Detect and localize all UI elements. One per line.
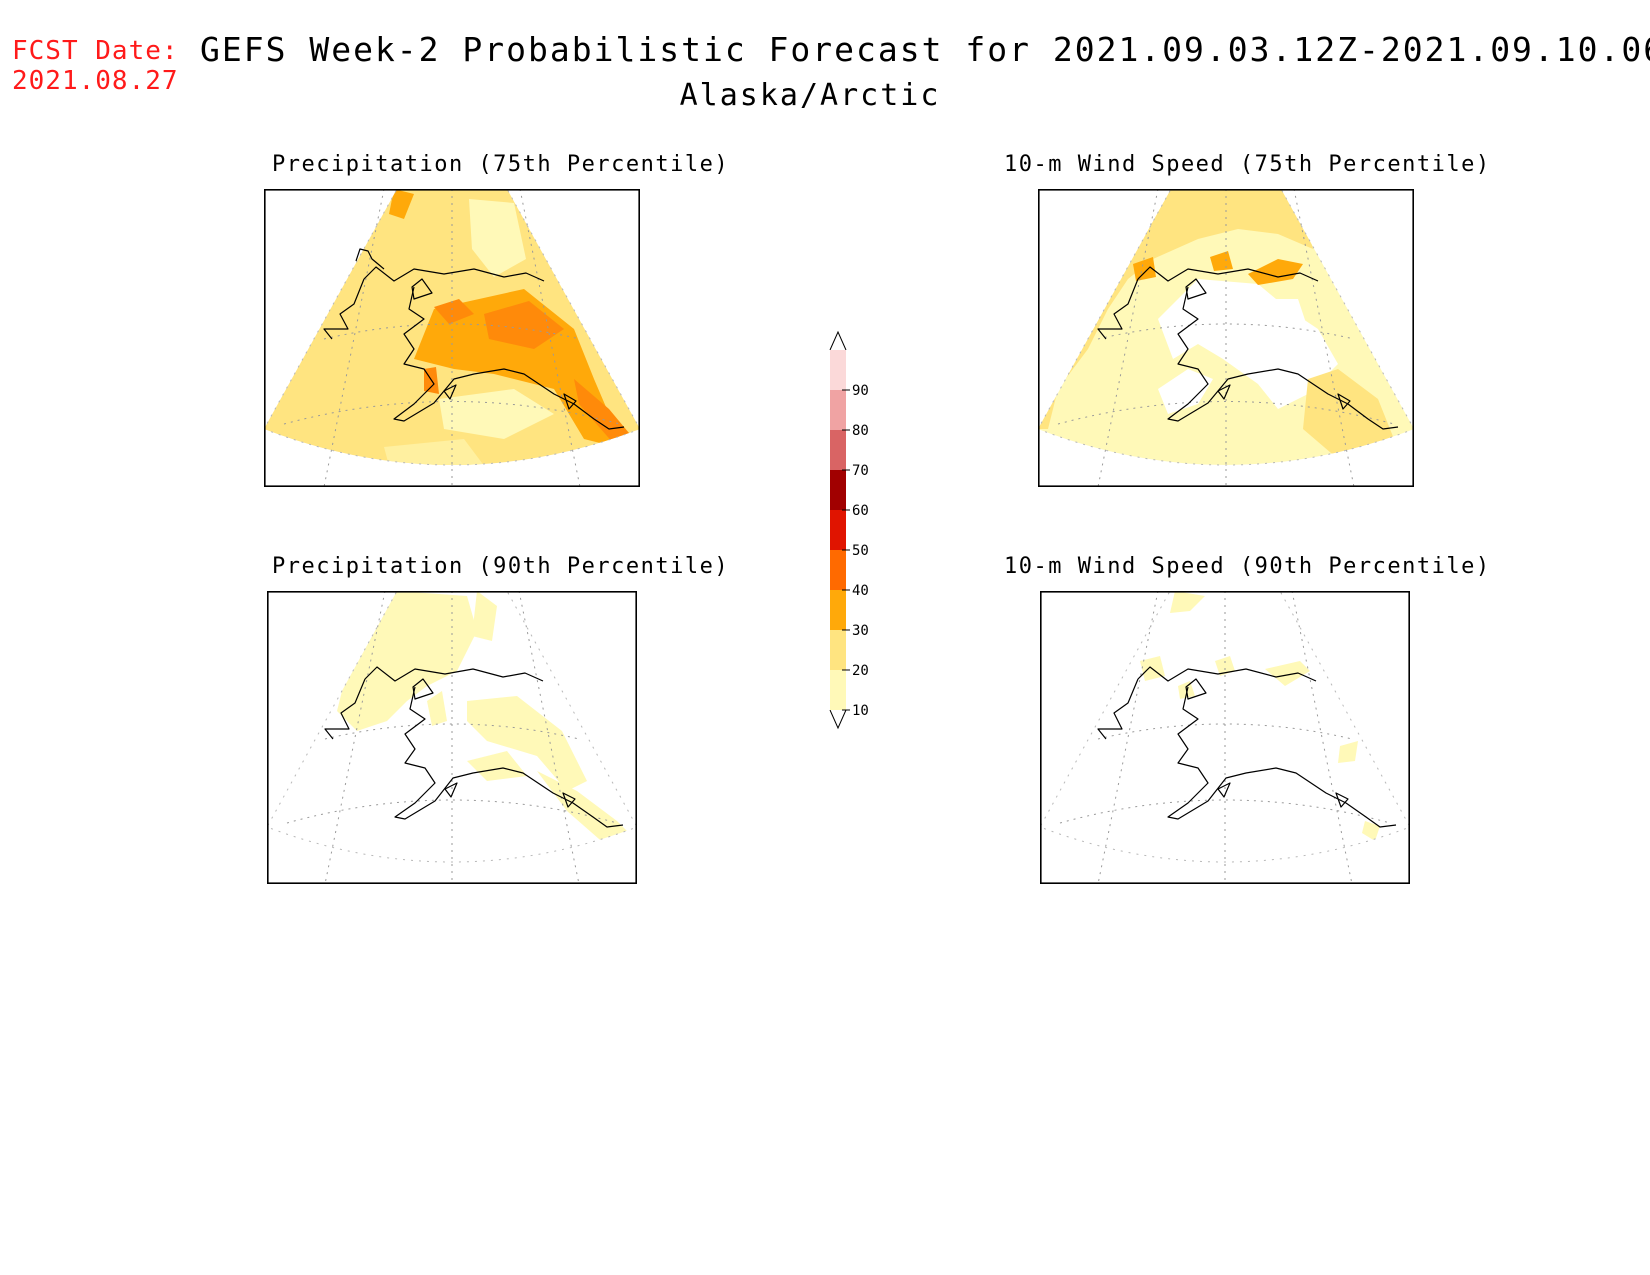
region-subtitle: Alaska/Arctic bbox=[679, 78, 941, 113]
colorbar-bottom-arrow bbox=[829, 709, 847, 730]
colorbar-swatch-40 bbox=[830, 550, 846, 590]
colorbar-tick-label: 80 bbox=[852, 423, 869, 439]
colorbar-top-arrow bbox=[829, 330, 847, 351]
colorbar-swatch-30 bbox=[830, 590, 846, 630]
panel-title-precip75: Precipitation (75th Percentile) bbox=[272, 152, 730, 177]
map-precip90 bbox=[267, 591, 637, 884]
forecast-date-label: FCST Date: 2021.08.27 bbox=[12, 36, 179, 96]
colorbar-swatch-20 bbox=[830, 630, 846, 670]
colorbar-swatch-90 bbox=[830, 350, 846, 390]
colorbar-tick-label: 70 bbox=[852, 463, 869, 479]
map-wind75 bbox=[1038, 189, 1414, 487]
colorbar-swatch-80 bbox=[830, 390, 846, 430]
panel-title-wind75: 10-m Wind Speed (75th Percentile) bbox=[1004, 152, 1491, 177]
colorbar-tick-label: 30 bbox=[852, 623, 869, 639]
panel-title-wind90: 10-m Wind Speed (90th Percentile) bbox=[1004, 554, 1491, 579]
map-wind90 bbox=[1040, 591, 1410, 884]
colorbar-tick-label: 10 bbox=[852, 703, 869, 719]
colorbar-swatch-50 bbox=[830, 510, 846, 550]
fcst-label: FCST Date: bbox=[12, 36, 179, 66]
colorbar-tick-label: 20 bbox=[852, 663, 869, 679]
map-precip75 bbox=[264, 189, 640, 487]
fcst-date: 2021.08.27 bbox=[12, 66, 179, 96]
colorbar-tick-label: 50 bbox=[852, 543, 869, 559]
panel-title-precip90: Precipitation (90th Percentile) bbox=[272, 554, 730, 579]
colorbar-tick-label: 60 bbox=[852, 503, 869, 519]
main-title: GEFS Week-2 Probabilistic Forecast for 2… bbox=[200, 30, 1650, 69]
colorbar-swatch-10 bbox=[830, 670, 846, 710]
colorbar-legend: 10 20 30 40 50 60 70 80 90 bbox=[829, 330, 869, 730]
colorbar-swatch-70 bbox=[830, 430, 846, 470]
colorbar-swatch-60 bbox=[830, 470, 846, 510]
colorbar-tick-label: 40 bbox=[852, 583, 869, 599]
colorbar-tick-label: 90 bbox=[852, 383, 869, 399]
